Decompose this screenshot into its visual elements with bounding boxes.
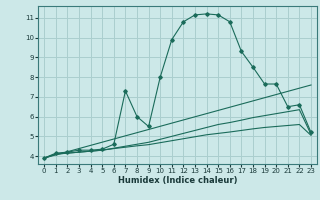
X-axis label: Humidex (Indice chaleur): Humidex (Indice chaleur) (118, 176, 237, 185)
